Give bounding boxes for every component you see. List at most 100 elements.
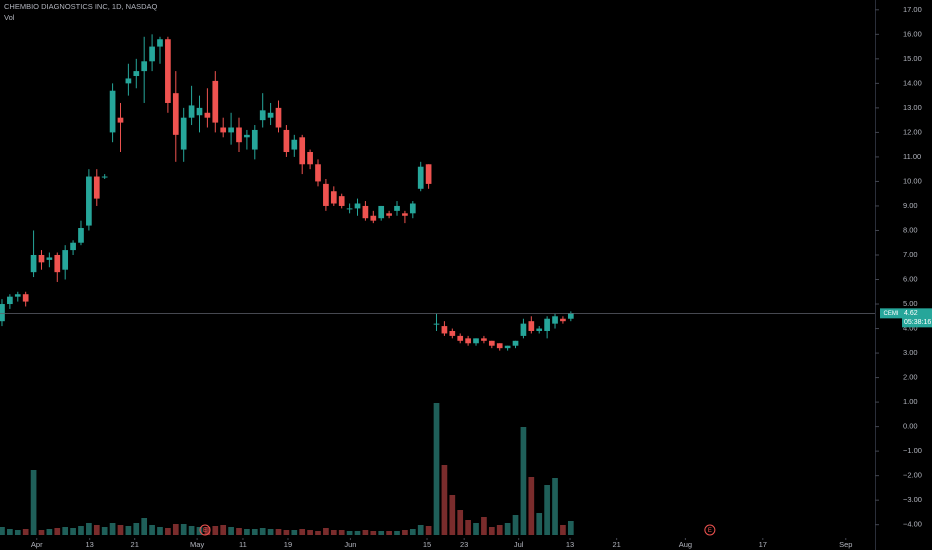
candle-body [275,107,282,128]
volume-bar [133,523,140,535]
volume-bar [251,529,258,535]
volume-bar [567,521,574,535]
volume-bar [488,527,495,535]
candle-body [7,296,13,305]
volume-bar [70,528,76,535]
y-tick-label: 9.00 [903,201,918,210]
candle-body [165,39,171,103]
candle-body [481,338,487,341]
candle-body [544,318,550,331]
candle-body [157,39,163,47]
candle-body [236,127,242,143]
candle-body [465,338,471,344]
x-tick-label: May [190,540,204,549]
volume-bar [307,530,313,535]
candle-body [441,326,448,334]
volume-bar [22,529,29,535]
volume-bar [86,523,92,535]
candle-body [307,152,313,165]
candle-body [86,176,92,226]
x-tick-label: 15 [423,540,431,549]
volume-bar [441,465,448,535]
y-tick-label: 4.00 [903,324,918,333]
volume-bar [473,523,479,535]
candle-body [133,71,140,77]
x-tick-label: Apr [31,540,43,549]
volume-bar [172,524,179,535]
volume-bar [457,510,464,535]
x-tick-label: Jul [514,540,524,549]
y-tick-label: 15.00 [903,54,922,63]
candle-body [244,134,250,138]
candle-body [101,176,108,178]
candle-body [267,112,274,118]
volume-bar [291,530,298,535]
candle-body [22,294,29,302]
candle-body [38,254,45,263]
candle-body [196,107,203,116]
volume-bar [520,427,527,535]
candle-body [172,93,179,135]
candle-body [14,294,21,297]
volume-bar [78,526,84,535]
y-tick-label: 8.00 [903,225,918,234]
volume-bar [180,524,187,535]
volume-bar [481,517,487,535]
volume-bar [465,520,471,535]
candle-body [560,318,566,322]
candle-body [62,250,69,270]
earnings-marker [199,524,211,536]
candle-body [315,164,321,182]
volume-bar [402,530,408,535]
candle-body [70,242,76,251]
y-tick-label: −1.00 [903,446,922,455]
candle-body [536,328,543,331]
x-tick-label: Jun [344,540,356,549]
volume-label: Vol [4,13,15,22]
y-tick-label: 13.00 [903,103,922,112]
earnings-label: E [203,528,207,534]
candle-body [457,335,464,341]
candle-body [109,90,116,133]
y-tick-label: −3.00 [903,495,922,504]
volume-bar [512,515,519,535]
volume-bar [330,530,337,535]
volume-bar [196,527,203,535]
candle-body [30,254,37,273]
volume-bar [362,530,369,535]
volume-bar [560,525,566,535]
candle-body [409,203,416,214]
candle-body [496,343,503,349]
volume-bar [149,525,155,535]
x-tick-label: 13 [566,540,574,549]
volume-bar [528,477,535,535]
candle-body [323,183,329,206]
candle-body [93,176,100,199]
volume-bar [188,526,195,535]
candle-body [204,112,211,118]
y-tick-label: 16.00 [903,29,922,38]
volume-bar [62,527,69,535]
candle-body [299,137,306,165]
volume-bar [259,528,266,535]
candle-body [54,254,61,273]
earnings-marker [704,524,716,536]
y-tick-label: 11.00 [903,152,921,161]
y-tick-label: 10.00 [903,176,922,185]
volume-bar [93,525,100,535]
x-tick-label: 21 [131,540,139,549]
volume-bar [417,525,424,535]
candle-body [0,304,5,322]
volume-bar [14,530,21,535]
y-tick-label: 7.00 [903,250,918,259]
candle-body [512,340,519,346]
x-tick-label: 13 [86,540,94,549]
volume-bar [7,529,13,535]
y-tick-label: 1.00 [903,397,918,406]
volume-bar [46,529,53,535]
x-tick-label: 19 [284,540,292,549]
candle-body [370,215,377,221]
candle-body [567,313,574,319]
candle-body [141,61,148,72]
y-tick-label: 6.00 [903,274,918,283]
